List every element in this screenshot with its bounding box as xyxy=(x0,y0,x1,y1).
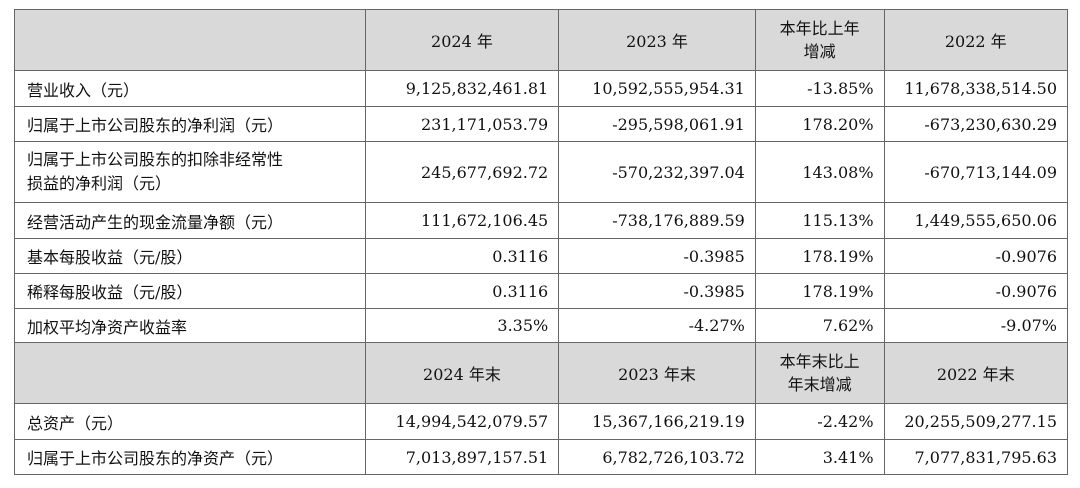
subheader-2024-end: 2024 年末 xyxy=(364,342,560,404)
subheader-2022-end: 2022 年末 xyxy=(883,342,1069,404)
subheader-change: 本年末比上 年末增减 xyxy=(754,342,885,404)
row-label-line1: 归属于上市公司股东的扣除非经常性 xyxy=(27,150,284,169)
table-row: 经营活动产生的现金流量净额（元） 111,672,106.45 -738,176… xyxy=(14,202,1069,239)
table-header: 2024 年 2023 年 本年比上年 增减 2022 年 xyxy=(14,9,1069,71)
cell-change: 3.41% xyxy=(754,439,885,475)
cell-2023: -4.27% xyxy=(558,308,756,343)
header-2023: 2023 年 xyxy=(558,9,756,71)
subheader-change-line2: 年末增减 xyxy=(787,375,852,394)
cell-2023: -295,598,061.91 xyxy=(558,106,756,142)
cell-change: 178.19% xyxy=(754,273,885,309)
header-change: 本年比上年 增减 xyxy=(754,9,885,71)
cell-2023-end: 6,782,726,103.72 xyxy=(558,439,756,475)
cell-2022: -9.07% xyxy=(883,308,1069,343)
cell-2024: 0.3116 xyxy=(364,238,560,274)
table-row: 归属于上市公司股东的净利润（元） 231,171,053.79 -295,598… xyxy=(14,106,1069,142)
cell-2022: -673,230,630.29 xyxy=(883,106,1069,142)
row-label: 营业收入（元） xyxy=(14,70,366,107)
header-blank xyxy=(14,9,366,71)
row-label: 归属于上市公司股东的扣除非经常性 损益的净利润（元） xyxy=(14,141,366,203)
row-label: 加权平均净资产收益率 xyxy=(14,308,366,343)
cell-2022: -0.9076 xyxy=(883,238,1069,274)
row-label: 归属于上市公司股东的净资产（元） xyxy=(14,439,366,475)
row-label: 归属于上市公司股东的净利润（元） xyxy=(14,106,366,142)
cell-2023: -0.3985 xyxy=(558,238,756,274)
cell-change: -13.85% xyxy=(754,70,885,107)
cell-2024: 231,171,053.79 xyxy=(364,106,560,142)
cell-2022-end: 20,255,509,277.15 xyxy=(883,403,1069,440)
cell-2022: 11,678,338,514.50 xyxy=(883,70,1069,107)
cell-2022-end: 7,077,831,795.63 xyxy=(883,439,1069,475)
cell-change: -2.42% xyxy=(754,403,885,440)
financial-summary-table: 2024 年 2023 年 本年比上年 增减 2022 年 营业收入（元） 9,… xyxy=(14,9,1069,475)
cell-2024: 111,672,106.45 xyxy=(364,202,560,239)
subheader-2023-end: 2023 年末 xyxy=(558,342,756,404)
header-2024: 2024 年 xyxy=(364,9,560,71)
cell-change: 115.13% xyxy=(754,202,885,239)
row-label: 稀释每股收益（元/股） xyxy=(14,273,366,309)
table-row: 基本每股收益（元/股） 0.3116 -0.3985 178.19% -0.90… xyxy=(14,238,1069,274)
header-change-line1: 本年比上年 xyxy=(779,19,860,38)
table-subheader: 2024 年末 2023 年末 本年末比上 年末增减 2022 年末 xyxy=(14,342,1069,404)
cell-2022: -0.9076 xyxy=(883,273,1069,309)
table-row: 归属于上市公司股东的净资产（元） 7,013,897,157.51 6,782,… xyxy=(14,439,1069,475)
cell-change: 178.20% xyxy=(754,106,885,142)
row-label: 总资产（元） xyxy=(14,403,366,440)
cell-2023: -570,232,397.04 xyxy=(558,141,756,203)
table-row: 营业收入（元） 9,125,832,461.81 10,592,555,954.… xyxy=(14,70,1069,107)
cell-2023: -738,176,889.59 xyxy=(558,202,756,239)
subheader-change-line1: 本年末比上 xyxy=(779,352,860,371)
cell-2023: 10,592,555,954.31 xyxy=(558,70,756,107)
row-label: 基本每股收益（元/股） xyxy=(14,238,366,274)
subheader-blank xyxy=(14,342,366,404)
cell-2023: -0.3985 xyxy=(558,273,756,309)
table-row: 总资产（元） 14,994,542,079.57 15,367,166,219.… xyxy=(14,403,1069,440)
table-row: 归属于上市公司股东的扣除非经常性 损益的净利润（元） 245,677,692.7… xyxy=(14,141,1069,203)
cell-2022: -670,713,144.09 xyxy=(883,141,1069,203)
table-row: 稀释每股收益（元/股） 0.3116 -0.3985 178.19% -0.90… xyxy=(14,273,1069,309)
cell-change: 178.19% xyxy=(754,238,885,274)
header-change-line2: 增减 xyxy=(803,42,836,61)
cell-change: 7.62% xyxy=(754,308,885,343)
cell-2022: 1,449,555,650.06 xyxy=(883,202,1069,239)
header-2022: 2022 年 xyxy=(883,9,1069,71)
row-label: 经营活动产生的现金流量净额（元） xyxy=(14,202,366,239)
cell-change: 143.08% xyxy=(754,141,885,203)
cell-2024: 0.3116 xyxy=(364,273,560,309)
cell-2024-end: 7,013,897,157.51 xyxy=(364,439,560,475)
cell-2024-end: 14,994,542,079.57 xyxy=(364,403,560,440)
cell-2024: 3.35% xyxy=(364,308,560,343)
cell-2024: 245,677,692.72 xyxy=(364,141,560,203)
table-row: 加权平均净资产收益率 3.35% -4.27% 7.62% -9.07% xyxy=(14,308,1069,343)
row-label-line2: 损益的净利润（元） xyxy=(27,174,172,193)
cell-2024: 9,125,832,461.81 xyxy=(364,70,560,107)
cell-2023-end: 15,367,166,219.19 xyxy=(558,403,756,440)
